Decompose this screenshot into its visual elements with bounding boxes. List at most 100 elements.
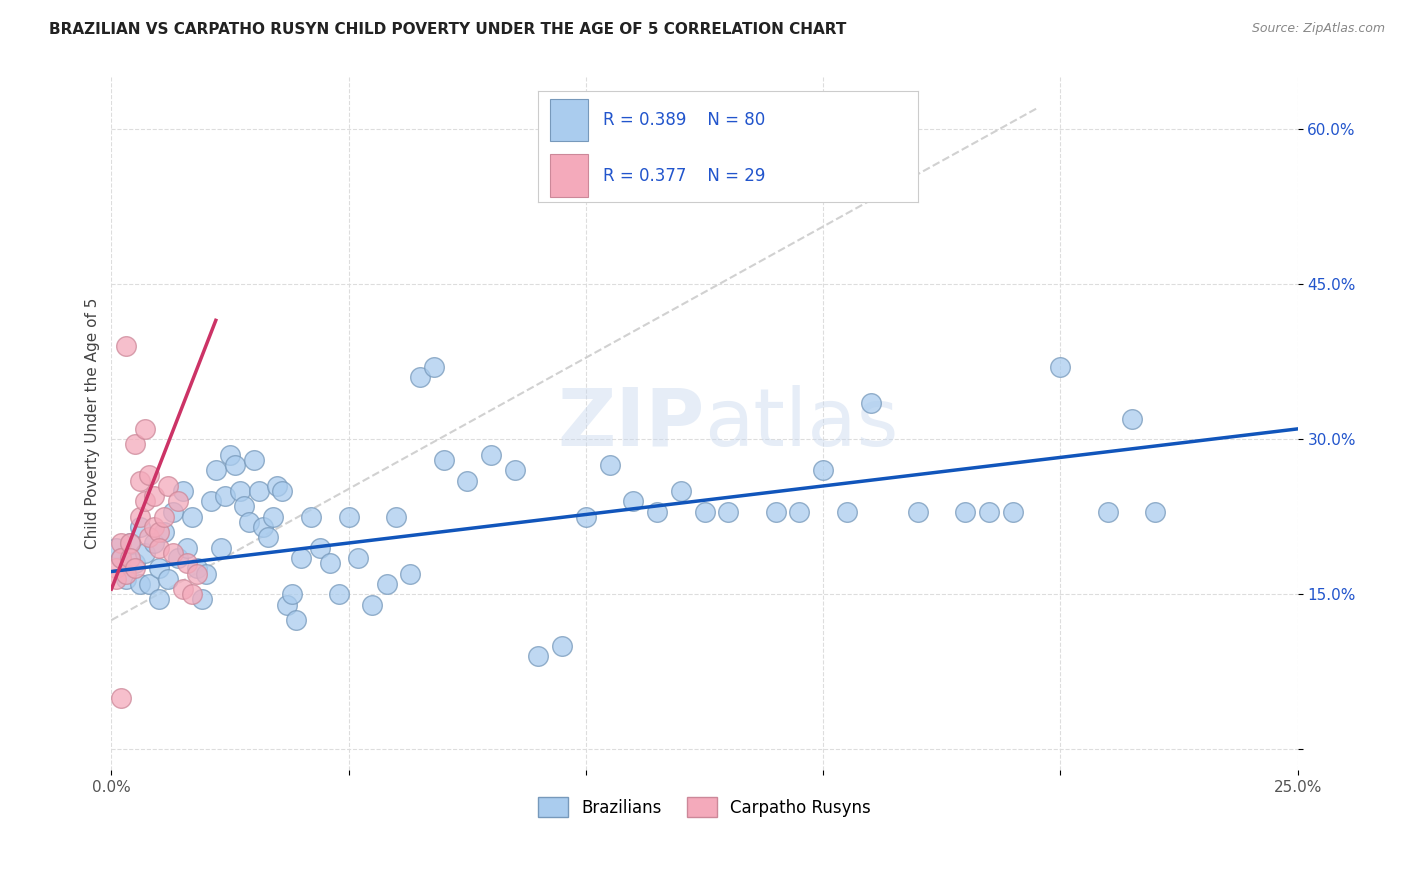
Point bbox=[172, 483, 194, 498]
Point bbox=[166, 494, 188, 508]
Point bbox=[143, 489, 166, 503]
Point bbox=[789, 505, 811, 519]
Point bbox=[247, 483, 270, 498]
Point bbox=[114, 339, 136, 353]
Point bbox=[148, 592, 170, 607]
Point bbox=[124, 556, 146, 570]
Point bbox=[399, 566, 422, 581]
Point bbox=[214, 489, 236, 503]
Point bbox=[276, 598, 298, 612]
Point bbox=[621, 494, 644, 508]
Y-axis label: Child Poverty Under the Age of 5: Child Poverty Under the Age of 5 bbox=[86, 298, 100, 549]
Point bbox=[138, 468, 160, 483]
Point bbox=[811, 463, 834, 477]
Point bbox=[859, 396, 882, 410]
Point bbox=[172, 582, 194, 596]
Point bbox=[152, 509, 174, 524]
Point bbox=[143, 520, 166, 534]
Point bbox=[190, 592, 212, 607]
Point bbox=[157, 479, 180, 493]
Point bbox=[120, 535, 142, 549]
Point bbox=[575, 509, 598, 524]
Point bbox=[266, 479, 288, 493]
Point bbox=[110, 535, 132, 549]
Point bbox=[290, 551, 312, 566]
Point bbox=[186, 566, 208, 581]
Point bbox=[257, 530, 280, 544]
Point bbox=[219, 448, 242, 462]
Text: BRAZILIAN VS CARPATHO RUSYN CHILD POVERTY UNDER THE AGE OF 5 CORRELATION CHART: BRAZILIAN VS CARPATHO RUSYN CHILD POVERT… bbox=[49, 22, 846, 37]
Point bbox=[152, 525, 174, 540]
Point bbox=[124, 437, 146, 451]
Point bbox=[347, 551, 370, 566]
Point bbox=[105, 572, 128, 586]
Point bbox=[204, 463, 226, 477]
Point bbox=[200, 494, 222, 508]
Point bbox=[114, 572, 136, 586]
Point bbox=[309, 541, 332, 555]
Point bbox=[224, 458, 246, 472]
Point bbox=[128, 577, 150, 591]
Point bbox=[105, 541, 128, 555]
Point bbox=[318, 556, 340, 570]
Text: Source: ZipAtlas.com: Source: ZipAtlas.com bbox=[1251, 22, 1385, 36]
Point bbox=[120, 551, 142, 566]
Point bbox=[385, 509, 408, 524]
Point bbox=[432, 453, 454, 467]
Point bbox=[134, 546, 156, 560]
Point bbox=[138, 577, 160, 591]
Point bbox=[176, 541, 198, 555]
Point bbox=[143, 535, 166, 549]
Point bbox=[120, 535, 142, 549]
Legend: Brazilians, Carpatho Rusyns: Brazilians, Carpatho Rusyns bbox=[531, 790, 877, 824]
Point bbox=[110, 551, 132, 566]
Point bbox=[262, 509, 284, 524]
Point bbox=[166, 551, 188, 566]
Point bbox=[423, 359, 446, 374]
Point bbox=[148, 541, 170, 555]
Point bbox=[1049, 359, 1071, 374]
Point bbox=[299, 509, 322, 524]
Point bbox=[328, 587, 350, 601]
Point bbox=[110, 551, 132, 566]
Point bbox=[955, 505, 977, 519]
Point bbox=[285, 613, 308, 627]
Point bbox=[456, 474, 478, 488]
Point bbox=[110, 690, 132, 705]
Point bbox=[907, 505, 929, 519]
Point bbox=[105, 561, 128, 575]
Point bbox=[717, 505, 740, 519]
Point bbox=[128, 509, 150, 524]
Point bbox=[1001, 505, 1024, 519]
Point bbox=[271, 483, 294, 498]
Point bbox=[599, 458, 621, 472]
Point bbox=[835, 505, 858, 519]
Point bbox=[280, 587, 302, 601]
Point bbox=[162, 546, 184, 560]
Point bbox=[1097, 505, 1119, 519]
Point bbox=[157, 572, 180, 586]
Point bbox=[181, 587, 204, 601]
Point bbox=[765, 505, 787, 519]
Point bbox=[195, 566, 218, 581]
Point bbox=[134, 494, 156, 508]
Point bbox=[148, 525, 170, 540]
Point bbox=[361, 598, 384, 612]
Point bbox=[503, 463, 526, 477]
Point bbox=[128, 474, 150, 488]
Point bbox=[409, 370, 432, 384]
Point bbox=[186, 561, 208, 575]
Point bbox=[669, 483, 692, 498]
Point bbox=[138, 530, 160, 544]
Point bbox=[551, 639, 574, 653]
Point bbox=[1121, 411, 1143, 425]
Point bbox=[148, 561, 170, 575]
Point bbox=[228, 483, 250, 498]
Point bbox=[162, 505, 184, 519]
Point bbox=[527, 649, 550, 664]
Point bbox=[181, 509, 204, 524]
Point bbox=[209, 541, 232, 555]
Point bbox=[134, 422, 156, 436]
Point bbox=[337, 509, 360, 524]
Point bbox=[693, 505, 716, 519]
